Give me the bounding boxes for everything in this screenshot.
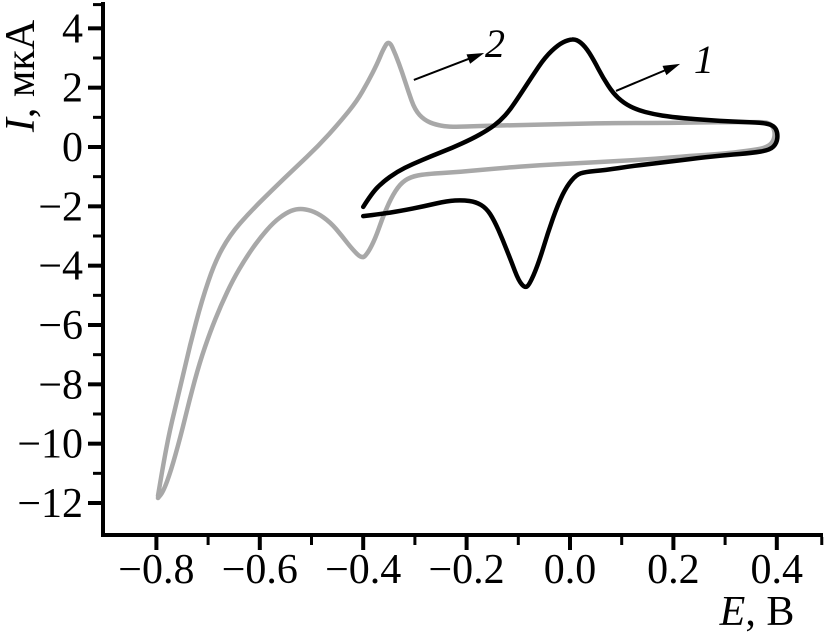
axis-ticks	[88, 3, 824, 550]
y-axis-title: I, мкА	[0, 19, 44, 133]
curve-label-1: 1	[694, 37, 714, 82]
x-tick-label: 0.2	[647, 547, 700, 593]
y-tick-label: −4	[38, 244, 83, 290]
x-tick-label: −0.8	[118, 547, 194, 593]
curve-label-2: 2	[485, 21, 505, 66]
axis-titles: E, В I, мкА	[0, 19, 794, 635]
x-tick-label: 0.4	[751, 547, 804, 593]
y-tick-label: 4	[62, 6, 83, 52]
tick-labels: −0.8 −0.6 −0.4 −0.2 0.0 0.2 0.4 4 2 0 −2 −4 −6 −8 −10 −…	[17, 6, 803, 593]
x-tick-label: −0.2	[429, 547, 505, 593]
y-tick-label: −8	[38, 362, 83, 408]
annotation-arrow-line-2	[413, 57, 472, 81]
y-tick-label: 0	[62, 125, 83, 171]
y-tick-label: −10	[17, 422, 83, 468]
annotation-arrowhead-1	[662, 63, 681, 76]
annotation-arrowhead-2	[466, 53, 485, 64]
curve-1	[360, 37, 780, 290]
x-tick-label: −0.6	[222, 547, 298, 593]
y-tick-label: −6	[38, 303, 83, 349]
x-axis-title: E, В	[719, 589, 795, 635]
x-tick-label: 0.0	[544, 547, 597, 593]
x-tick-label: −0.4	[325, 547, 401, 593]
curve-2	[155, 40, 777, 501]
axes	[101, 2, 823, 537]
curves	[155, 37, 780, 501]
y-tick-label: −2	[38, 184, 83, 230]
y-tick-label: −12	[17, 481, 83, 527]
y-tick-label: 2	[62, 66, 83, 112]
annotation-arrow-line-1	[615, 68, 668, 92]
